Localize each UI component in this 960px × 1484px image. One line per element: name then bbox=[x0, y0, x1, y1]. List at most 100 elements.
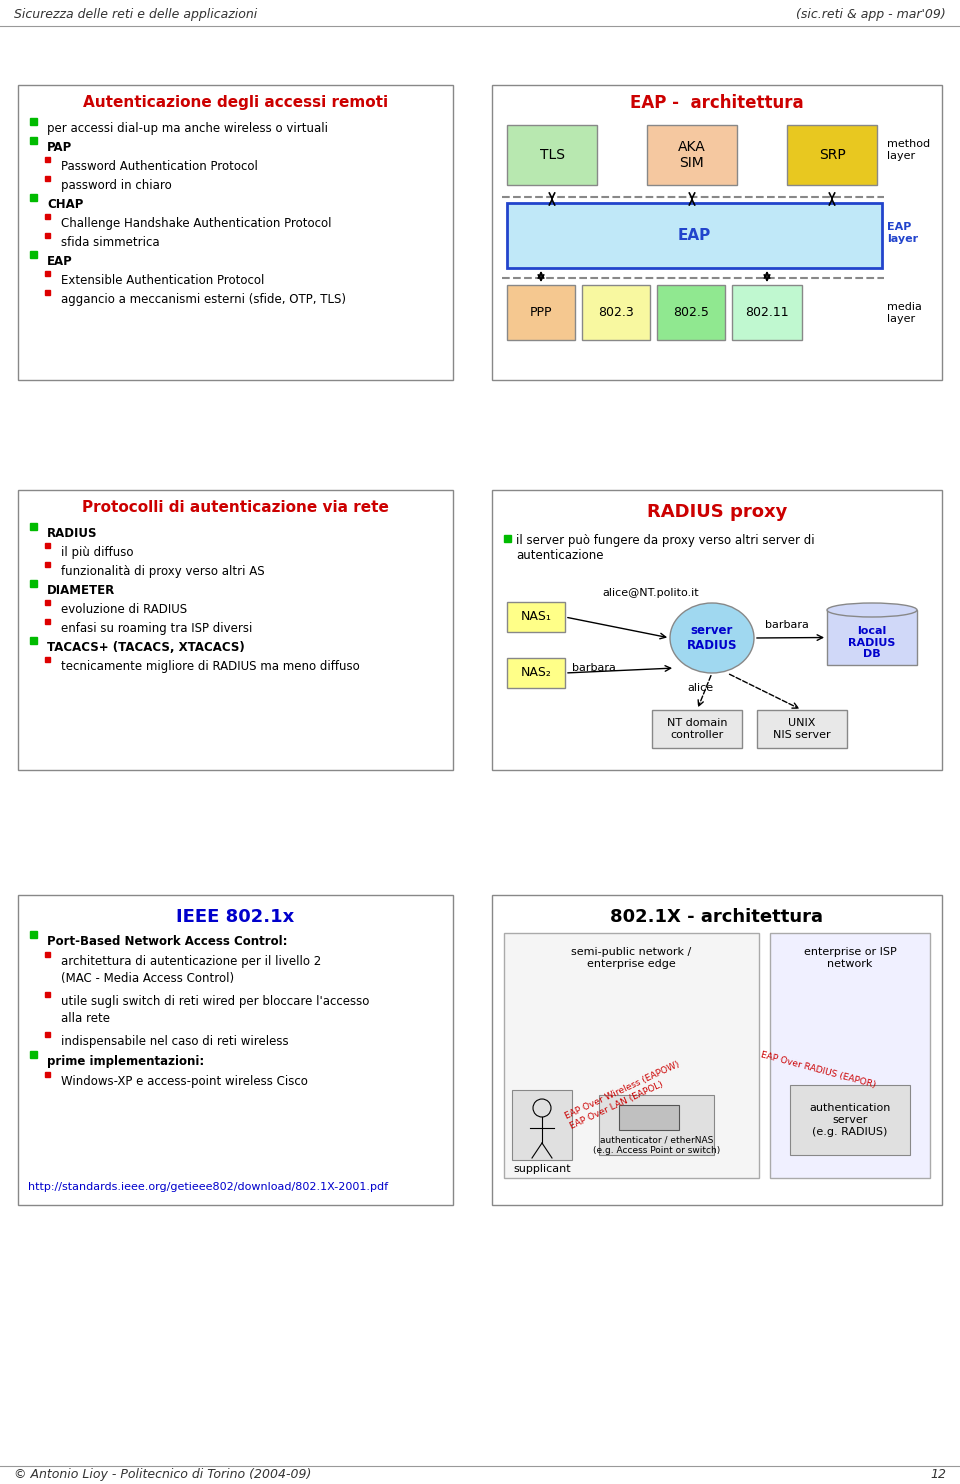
Text: UNIX
NIS server: UNIX NIS server bbox=[773, 718, 830, 741]
FancyBboxPatch shape bbox=[507, 125, 597, 186]
Text: CHAP: CHAP bbox=[47, 197, 84, 211]
Bar bbox=[44, 656, 50, 662]
Text: Password Authentication Protocol: Password Authentication Protocol bbox=[61, 160, 258, 174]
FancyBboxPatch shape bbox=[18, 895, 453, 1205]
Text: TLS: TLS bbox=[540, 148, 564, 162]
Text: © Antonio Lioy - Politecnico di Torino (2004-09): © Antonio Lioy - Politecnico di Torino (… bbox=[14, 1468, 311, 1481]
Text: alice: alice bbox=[687, 683, 713, 693]
Text: alice@NT.polito.it: alice@NT.polito.it bbox=[602, 588, 699, 598]
Bar bbox=[44, 1071, 50, 1076]
FancyBboxPatch shape bbox=[657, 285, 725, 340]
Text: indispensabile nel caso di reti wireless: indispensabile nel caso di reti wireless bbox=[61, 1034, 289, 1048]
Text: EAP: EAP bbox=[678, 229, 711, 243]
Text: Protocolli di autenticazione via rete: Protocolli di autenticazione via rete bbox=[82, 500, 389, 515]
Text: local
RADIUS
DB: local RADIUS DB bbox=[849, 626, 896, 659]
Text: IEEE 802.1x: IEEE 802.1x bbox=[177, 908, 295, 926]
FancyBboxPatch shape bbox=[492, 490, 942, 770]
Text: sfida simmetrica: sfida simmetrica bbox=[61, 236, 159, 249]
Bar bbox=[30, 193, 36, 200]
FancyBboxPatch shape bbox=[790, 1085, 910, 1155]
Text: barbara: barbara bbox=[572, 663, 616, 674]
Bar bbox=[44, 156, 50, 162]
Bar bbox=[30, 251, 36, 258]
Bar bbox=[44, 1031, 50, 1036]
Text: Windows-XP e access-point wireless Cisco: Windows-XP e access-point wireless Cisco bbox=[61, 1074, 308, 1088]
Text: media
layer: media layer bbox=[887, 303, 922, 324]
FancyBboxPatch shape bbox=[507, 203, 882, 269]
Ellipse shape bbox=[827, 603, 917, 617]
Bar bbox=[30, 1051, 36, 1058]
FancyBboxPatch shape bbox=[492, 895, 942, 1205]
Text: TACACS+ (TACACS, XTACACS): TACACS+ (TACACS, XTACACS) bbox=[47, 641, 245, 654]
Text: method
layer: method layer bbox=[887, 139, 930, 160]
FancyBboxPatch shape bbox=[18, 85, 453, 380]
FancyBboxPatch shape bbox=[512, 1091, 572, 1160]
Text: AKA
SIM: AKA SIM bbox=[678, 139, 706, 171]
FancyBboxPatch shape bbox=[652, 709, 742, 748]
Bar bbox=[44, 214, 50, 218]
Text: Extensible Authentication Protocol: Extensible Authentication Protocol bbox=[61, 275, 264, 286]
Bar bbox=[44, 233, 50, 237]
Text: NT domain
controller: NT domain controller bbox=[667, 718, 728, 741]
Ellipse shape bbox=[670, 603, 754, 674]
Bar bbox=[44, 951, 50, 957]
Text: (sic.reti & app - mar'09): (sic.reti & app - mar'09) bbox=[796, 7, 946, 21]
Text: EAP: EAP bbox=[47, 255, 73, 269]
Text: 802.1X - architettura: 802.1X - architettura bbox=[611, 908, 824, 926]
Bar bbox=[44, 600, 50, 604]
FancyBboxPatch shape bbox=[507, 657, 565, 689]
Text: authentication
server
(e.g. RADIUS): authentication server (e.g. RADIUS) bbox=[809, 1104, 891, 1137]
Bar bbox=[30, 637, 36, 644]
Bar bbox=[44, 270, 50, 276]
FancyBboxPatch shape bbox=[582, 285, 650, 340]
Text: server
RADIUS: server RADIUS bbox=[686, 623, 737, 651]
Text: per accessi dial-up ma anche wireless o virtuali: per accessi dial-up ma anche wireless o … bbox=[47, 122, 328, 135]
Text: 802.11: 802.11 bbox=[745, 306, 789, 319]
Text: EAP Over RADIUS (EAPOR): EAP Over RADIUS (EAPOR) bbox=[760, 1051, 876, 1089]
Text: RADIUS proxy: RADIUS proxy bbox=[647, 503, 787, 521]
Text: prime implementazioni:: prime implementazioni: bbox=[47, 1055, 204, 1068]
FancyBboxPatch shape bbox=[770, 933, 930, 1178]
Text: NAS₁: NAS₁ bbox=[520, 610, 551, 623]
FancyBboxPatch shape bbox=[827, 610, 917, 665]
Text: NAS₂: NAS₂ bbox=[520, 666, 551, 680]
Text: PPP: PPP bbox=[530, 306, 552, 319]
Bar bbox=[30, 137, 36, 144]
Text: funzionalità di proxy verso altri AS: funzionalità di proxy verso altri AS bbox=[61, 565, 265, 577]
Bar bbox=[504, 536, 511, 542]
Bar bbox=[44, 175, 50, 181]
FancyBboxPatch shape bbox=[599, 1095, 714, 1155]
Text: 12: 12 bbox=[930, 1468, 946, 1481]
Text: tecnicamente migliore di RADIUS ma meno diffuso: tecnicamente migliore di RADIUS ma meno … bbox=[61, 660, 360, 674]
FancyBboxPatch shape bbox=[757, 709, 847, 748]
FancyBboxPatch shape bbox=[787, 125, 877, 186]
Bar bbox=[30, 579, 36, 586]
Text: EAP
layer: EAP layer bbox=[887, 223, 918, 243]
FancyBboxPatch shape bbox=[619, 1106, 679, 1129]
Text: Autenticazione degli accessi remoti: Autenticazione degli accessi remoti bbox=[83, 95, 388, 110]
Text: supplicant: supplicant bbox=[514, 1163, 571, 1174]
FancyBboxPatch shape bbox=[647, 125, 737, 186]
Text: semi-public network /
enterprise edge: semi-public network / enterprise edge bbox=[571, 947, 691, 969]
Text: DIAMETER: DIAMETER bbox=[47, 585, 115, 597]
Text: il più diffuso: il più diffuso bbox=[61, 546, 133, 559]
FancyBboxPatch shape bbox=[507, 603, 565, 632]
Text: Challenge Handshake Authentication Protocol: Challenge Handshake Authentication Proto… bbox=[61, 217, 331, 230]
Bar bbox=[30, 930, 36, 938]
Text: EAP -  architettura: EAP - architettura bbox=[630, 93, 804, 111]
FancyBboxPatch shape bbox=[492, 85, 942, 380]
Ellipse shape bbox=[533, 1100, 551, 1117]
Bar bbox=[44, 543, 50, 548]
Text: authenticator / etherNAS
(e.g. Access Point or switch): authenticator / etherNAS (e.g. Access Po… bbox=[593, 1135, 720, 1155]
Bar bbox=[44, 991, 50, 996]
Text: Sicurezza delle reti e delle applicazioni: Sicurezza delle reti e delle applicazion… bbox=[14, 7, 257, 21]
Bar bbox=[44, 289, 50, 294]
Text: barbara: barbara bbox=[765, 620, 809, 631]
Bar bbox=[44, 561, 50, 567]
Text: http://standards.ieee.org/getieee802/download/802.1X-2001.pdf: http://standards.ieee.org/getieee802/dow… bbox=[28, 1181, 388, 1192]
Text: (MAC - Media Access Control): (MAC - Media Access Control) bbox=[61, 972, 234, 985]
FancyBboxPatch shape bbox=[507, 285, 575, 340]
Text: EAP Over Wireless (EAPOW)
EAP Over LAN (EAPOL): EAP Over Wireless (EAPOW) EAP Over LAN (… bbox=[564, 1060, 685, 1131]
Text: architettura di autenticazione per il livello 2: architettura di autenticazione per il li… bbox=[61, 956, 322, 968]
Text: password in chiaro: password in chiaro bbox=[61, 180, 172, 191]
